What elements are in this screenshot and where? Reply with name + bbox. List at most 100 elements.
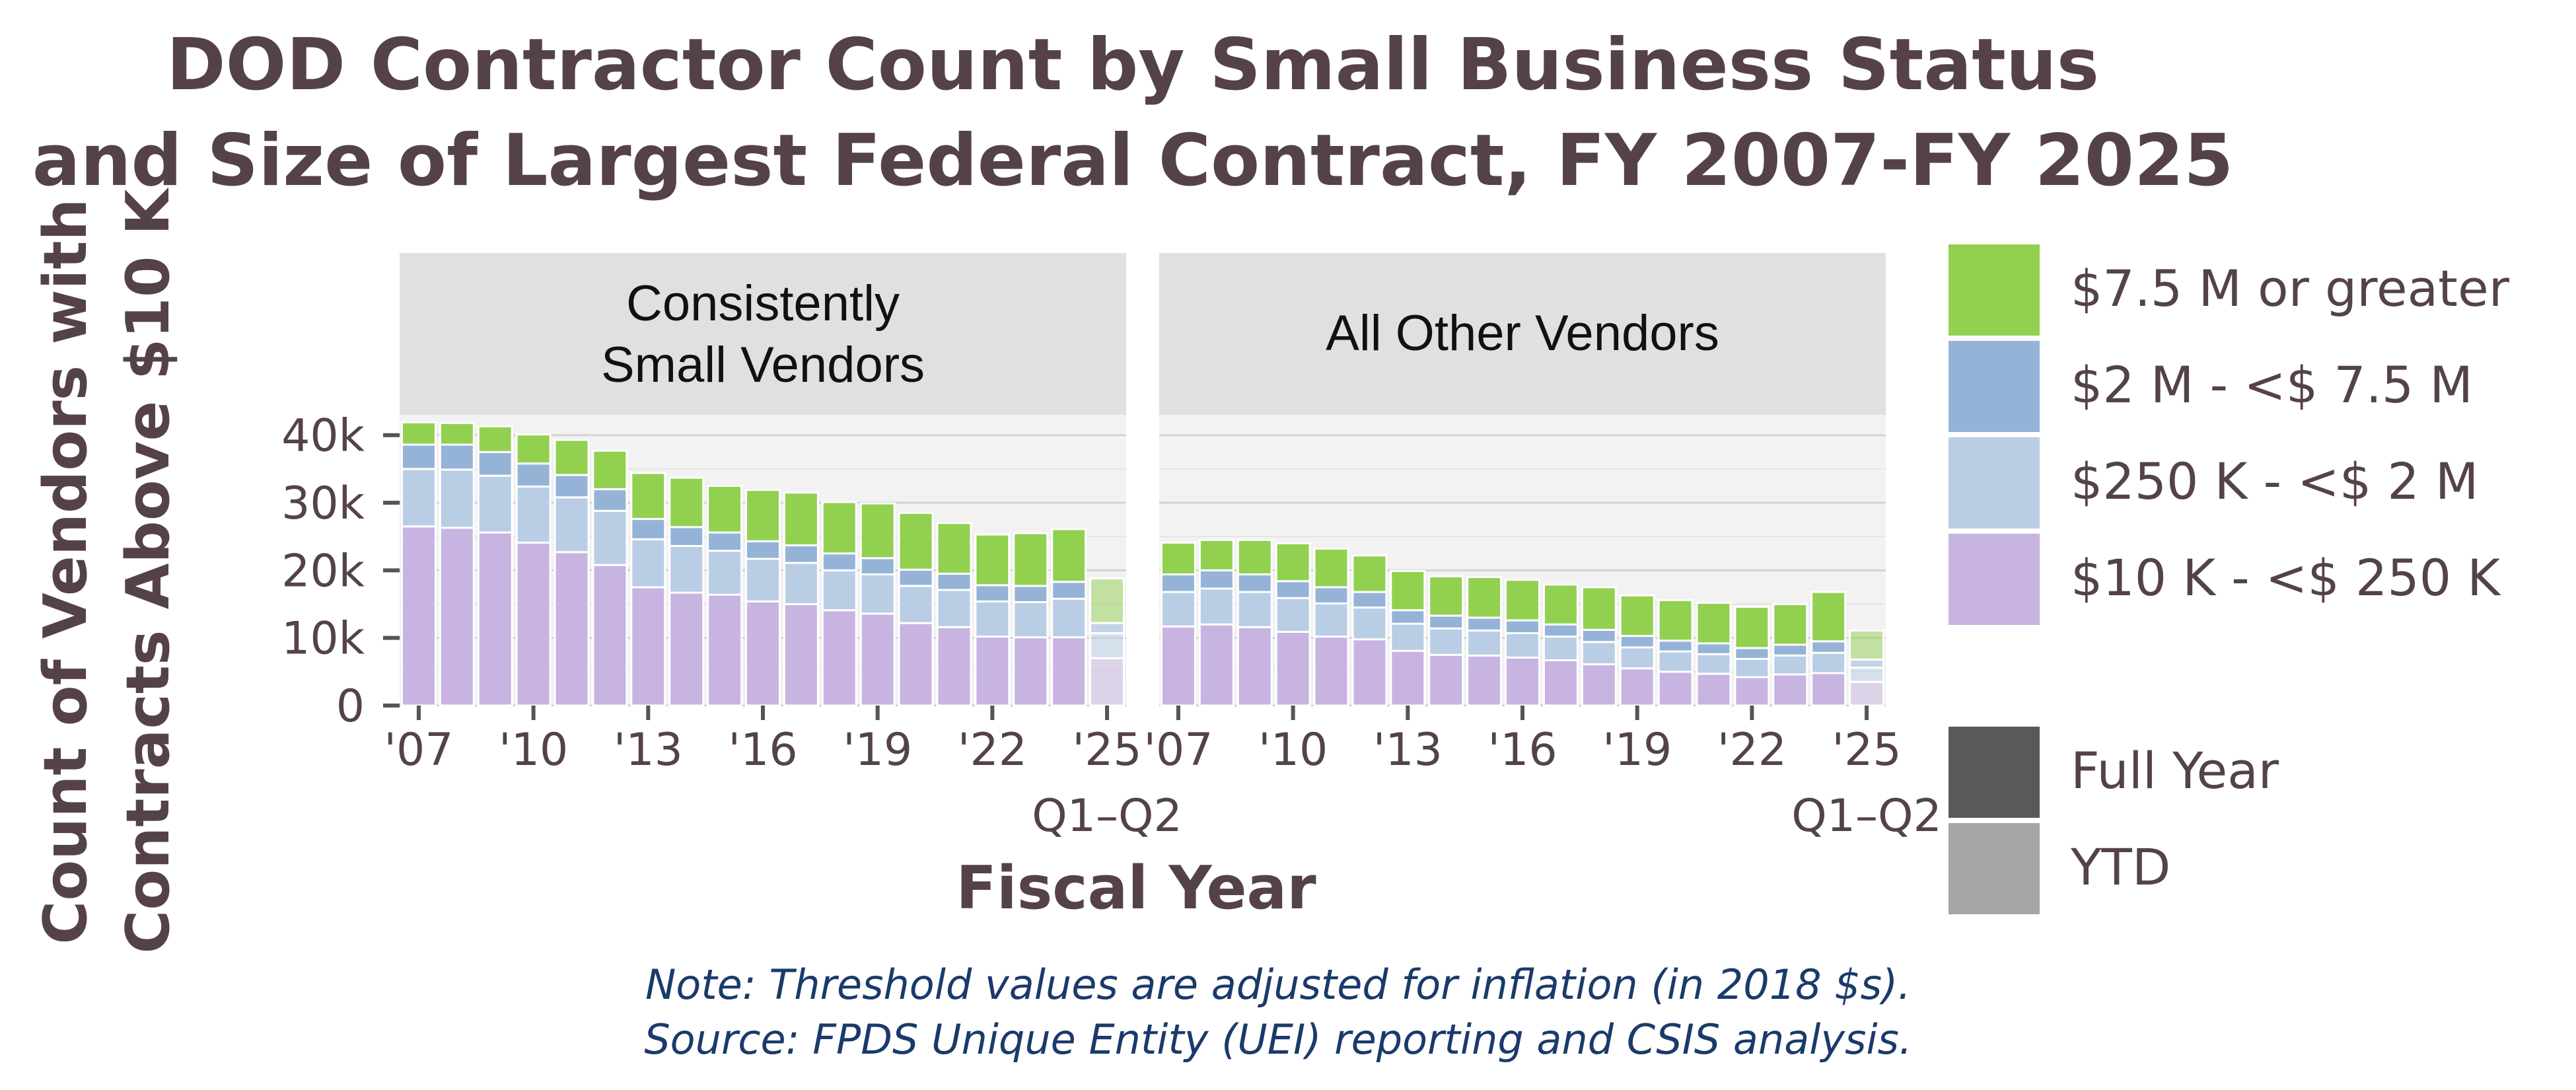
bar-segment xyxy=(1198,623,1234,707)
bar-segment xyxy=(592,449,628,491)
x-axis-title: Fiscal Year xyxy=(956,854,1316,923)
bar-segment xyxy=(936,522,972,575)
x-tick-sublabel: Q1–Q2 xyxy=(1791,790,1942,842)
bar-segment xyxy=(1581,586,1617,631)
bar-segment xyxy=(859,573,896,615)
bar-segment xyxy=(1772,654,1808,676)
bar-segment xyxy=(1734,657,1770,678)
bar-segment xyxy=(1236,573,1273,593)
y-tick-label: 0 xyxy=(336,680,365,733)
bar-segment xyxy=(783,491,819,546)
bar-segment xyxy=(515,541,552,707)
bar-segment xyxy=(1619,667,1655,707)
bar-segment xyxy=(974,584,1011,602)
bar-segment xyxy=(400,443,437,470)
x-tick-label: '07 xyxy=(1143,724,1213,776)
x-tick-label: '22 xyxy=(958,724,1027,776)
y-axis-title-line2: Contracts Above $10 K xyxy=(114,187,183,954)
bar-segment xyxy=(1657,599,1694,642)
bar-segment xyxy=(630,518,666,540)
bar-segment xyxy=(1051,636,1087,707)
bar-segment xyxy=(859,612,896,707)
legend-swatch xyxy=(1949,437,2040,528)
bar-segment xyxy=(1849,629,1885,661)
bar-segment xyxy=(745,489,781,542)
bar-segment xyxy=(859,557,896,575)
bar-segment xyxy=(1542,623,1579,638)
bar-segment xyxy=(1051,581,1087,600)
bar-segment xyxy=(1734,647,1770,660)
chart-title-line2: and Size of Largest Federal Contract, FY… xyxy=(32,120,2234,202)
bar-segment xyxy=(477,425,513,453)
bar-segment xyxy=(1013,636,1049,707)
y-tick-label: 30k xyxy=(281,478,365,530)
bar-segment xyxy=(745,558,781,602)
legend-swatch xyxy=(1949,341,2040,432)
bar-segment xyxy=(783,562,819,606)
source-text: Source: FPDS Unique Entity (UEI) reporti… xyxy=(644,1015,1912,1064)
bar-segment xyxy=(668,545,705,594)
bar-segment xyxy=(515,485,552,544)
bar-segment xyxy=(477,531,513,707)
bar-segment xyxy=(1581,641,1617,666)
bar-segment xyxy=(592,509,628,566)
bar-segment xyxy=(1696,601,1732,645)
bar-segment xyxy=(821,552,857,571)
bar-segment xyxy=(936,626,972,707)
bar-segment xyxy=(898,622,934,707)
bar-segment xyxy=(1505,656,1540,707)
bar-segment xyxy=(1160,573,1196,593)
bar-segment xyxy=(974,600,1011,638)
bar-segment xyxy=(1428,614,1464,630)
bar-segment xyxy=(630,538,666,589)
bar-segment xyxy=(1390,622,1426,652)
legend-swatch xyxy=(1949,727,2040,818)
bar-segment xyxy=(554,551,590,707)
bar-segment xyxy=(400,525,437,707)
bar-segment xyxy=(1351,606,1388,641)
facet-panel: All Other Vendors '07 '10 '13 '16 '19 '22 '25 Q1… xyxy=(1143,253,1942,842)
bar-segment xyxy=(1696,672,1732,707)
bar-segment xyxy=(1657,671,1694,707)
bar-segment xyxy=(1051,597,1087,639)
bar-segment xyxy=(1696,642,1732,655)
legend-label: $10 K - <$ 250 K xyxy=(2071,548,2501,607)
bar-segment xyxy=(1619,646,1655,670)
bar-segment xyxy=(821,609,857,707)
bar-segment xyxy=(1160,591,1196,628)
bar-segment xyxy=(1313,548,1349,589)
bar-segment xyxy=(1428,653,1464,707)
bar-segment xyxy=(1466,629,1503,657)
bar-segment xyxy=(668,476,705,528)
bar-segment xyxy=(1198,569,1234,590)
bar-segment xyxy=(707,593,743,707)
bar-segment xyxy=(936,589,972,628)
bar-segment xyxy=(1198,538,1234,571)
bar-segment xyxy=(1849,680,1885,707)
bar-segment xyxy=(1772,673,1808,707)
legend-label: $250 K - <$ 2 M xyxy=(2071,452,2478,511)
bar-segment xyxy=(783,603,819,707)
bar-segment xyxy=(898,585,934,624)
x-tick-label: '25 xyxy=(1072,724,1141,776)
bar-segment xyxy=(1198,587,1234,626)
bar-segment xyxy=(1810,672,1847,707)
bar-segment xyxy=(783,544,819,564)
bar-segment xyxy=(1089,577,1126,624)
note-text: Note: Threshold values are adjusted for … xyxy=(645,961,1911,1009)
bar-segment xyxy=(630,472,666,521)
bar-segment xyxy=(1051,528,1087,583)
bar-segment xyxy=(1236,591,1273,628)
x-tick-sublabel: Q1–Q2 xyxy=(1032,790,1182,842)
x-tick-label: '10 xyxy=(1258,724,1328,776)
bar-segment xyxy=(1505,632,1540,659)
bar-segment xyxy=(1772,643,1808,657)
bar-segment xyxy=(592,563,628,707)
bar-segment xyxy=(821,501,857,555)
bar-segment xyxy=(1351,638,1388,707)
bar-segment xyxy=(1581,628,1617,643)
bar-segment xyxy=(1275,542,1311,583)
bar-segment xyxy=(1013,532,1049,587)
